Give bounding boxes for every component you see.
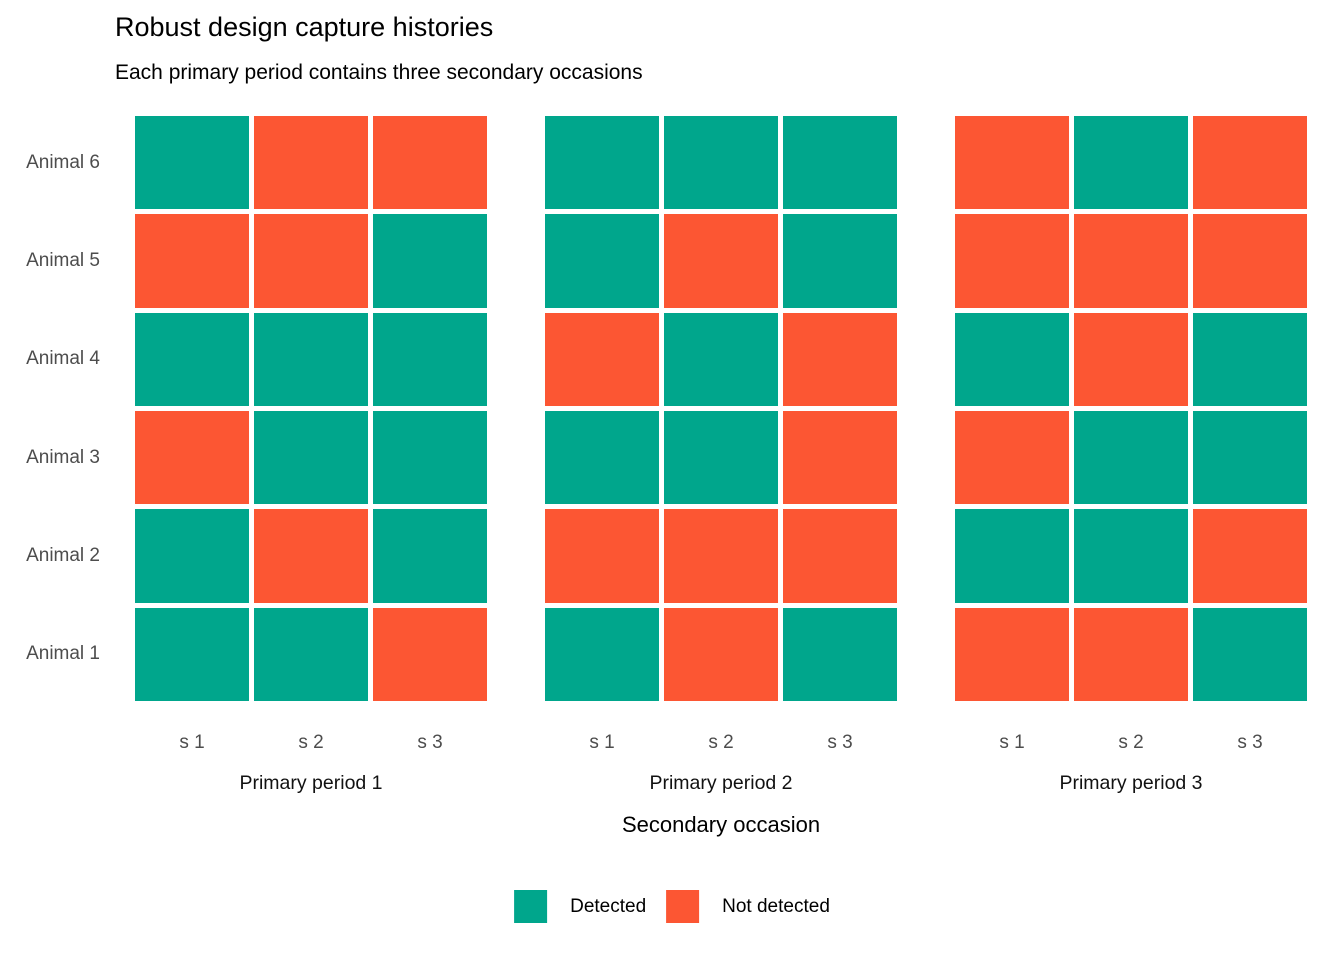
tile-period3-animal6-s2 [1074,116,1188,210]
tile-period2-animal5-s1 [545,214,659,308]
tile-period1-animal4-s2 [254,312,368,406]
legend-label-1: Not detected [722,895,830,917]
x-tick-panel1-s1: s 1 [179,732,205,753]
legend-swatch-1 [666,890,700,923]
tile-period1-animal1-s1 [135,607,249,701]
tile-period1-animal4-s1 [135,312,249,406]
tile-period2-animal4-s3 [783,312,897,406]
tile-period2-animal4-s1 [545,312,659,406]
facet-label-1: Primary period 1 [239,772,383,794]
x-ticks-panel-2: s 1 s 2 s 3 [545,731,897,755]
tile-period3-animal3-s3 [1193,411,1307,505]
tile-period3-animal5-s3 [1193,214,1307,308]
legend-swatch-0 [514,890,548,923]
legend-label-0: Detected [570,895,647,917]
tile-period1-animal2-s2 [254,509,368,603]
chart-subtitle: Each primary period contains three secon… [115,61,643,84]
tile-period2-animal2-s2 [664,509,778,603]
y-axis-label-3: Animal 3 [26,446,100,468]
x-tick-panel1-s2: s 2 [298,732,324,753]
tile-period2-animal3-s1 [545,411,659,505]
tile-period2-animal1-s1 [545,607,659,701]
tile-period1-animal6-s1 [135,116,249,210]
tile-period3-animal1-s2 [1074,607,1188,701]
tile-period1-animal1-s3 [373,607,487,701]
tile-period1-animal2-s3 [373,509,487,603]
legend: Detected Not detected [514,890,830,923]
tile-period1-animal2-s1 [135,509,249,603]
y-axis-label-1: Animal 1 [26,643,100,665]
tile-period1-animal5-s1 [135,214,249,308]
tile-period3-animal6-s1 [955,116,1069,210]
tile-period2-animal5-s2 [664,214,778,308]
facet-panel-1 [135,116,487,701]
tile-period2-animal1-s3 [783,607,897,701]
x-axis-title: Secondary occasion [621,812,821,837]
tile-period3-animal2-s3 [1193,509,1307,603]
tile-period3-animal4-s3 [1193,312,1307,406]
tile-period3-animal5-s1 [955,214,1069,308]
tile-period1-animal1-s2 [254,607,368,701]
y-axis-label-5: Animal 5 [26,249,100,271]
tile-period1-animal6-s2 [254,116,368,210]
tile-period1-animal5-s2 [254,214,368,308]
tile-period3-animal5-s2 [1074,214,1188,308]
facet-panel-2 [545,116,897,701]
legend-item-1: Not detected [666,890,830,923]
legend-item-0: Detected [514,890,646,923]
y-axis-label-2: Animal 2 [26,544,100,566]
facet-label-2: Primary period 2 [649,772,793,794]
tile-period3-animal3-s2 [1074,411,1188,505]
tile-period2-animal5-s3 [783,214,897,308]
x-tick-panel1-s3: s 3 [417,732,443,753]
chart-title: Robust design capture histories [115,12,494,42]
tile-period2-animal4-s2 [664,312,778,406]
y-axis-label-6: Animal 6 [26,151,100,173]
facet-label-3: Primary period 3 [1059,772,1203,794]
facet-panel-3 [955,116,1307,701]
tile-period3-animal2-s2 [1074,509,1188,603]
x-tick-panel3-s3: s 3 [1237,732,1263,753]
x-tick-panel2-s2: s 2 [708,732,734,753]
tile-period2-animal2-s1 [545,509,659,603]
tile-period3-animal4-s2 [1074,312,1188,406]
x-tick-panel3-s1: s 1 [999,732,1025,753]
tile-period2-animal3-s3 [783,411,897,505]
tile-period2-animal6-s3 [783,116,897,210]
tile-period3-animal1-s3 [1193,607,1307,701]
tile-period2-animal6-s2 [664,116,778,210]
tile-period1-animal3-s2 [254,411,368,505]
tile-period3-animal1-s1 [955,607,1069,701]
tile-period2-animal3-s2 [664,411,778,505]
x-ticks-panel-3: s 1 s 2 s 3 [955,731,1307,755]
tile-period1-animal3-s1 [135,411,249,505]
y-axis-label-4: Animal 4 [26,348,100,370]
x-ticks-panel-1: s 1 s 2 s 3 [135,731,487,755]
tile-period1-animal5-s3 [373,214,487,308]
tile-period3-animal4-s1 [955,312,1069,406]
tile-period1-animal6-s3 [373,116,487,210]
x-tick-panel2-s3: s 3 [827,732,853,753]
tile-period1-animal4-s3 [373,312,487,406]
y-axis-labels: Animal 6 Animal 5 Animal 4 Animal 3 Animal 2… [0,116,100,701]
tile-period1-animal3-s3 [373,411,487,505]
x-tick-panel2-s1: s 1 [589,732,615,753]
tile-period2-animal2-s3 [783,509,897,603]
tile-period3-animal3-s1 [955,411,1069,505]
x-tick-panel3-s2: s 2 [1118,732,1144,753]
tile-period2-animal1-s2 [664,607,778,701]
tile-period3-animal2-s1 [955,509,1069,603]
tile-period3-animal6-s3 [1193,116,1307,210]
tile-period2-animal6-s1 [545,116,659,210]
